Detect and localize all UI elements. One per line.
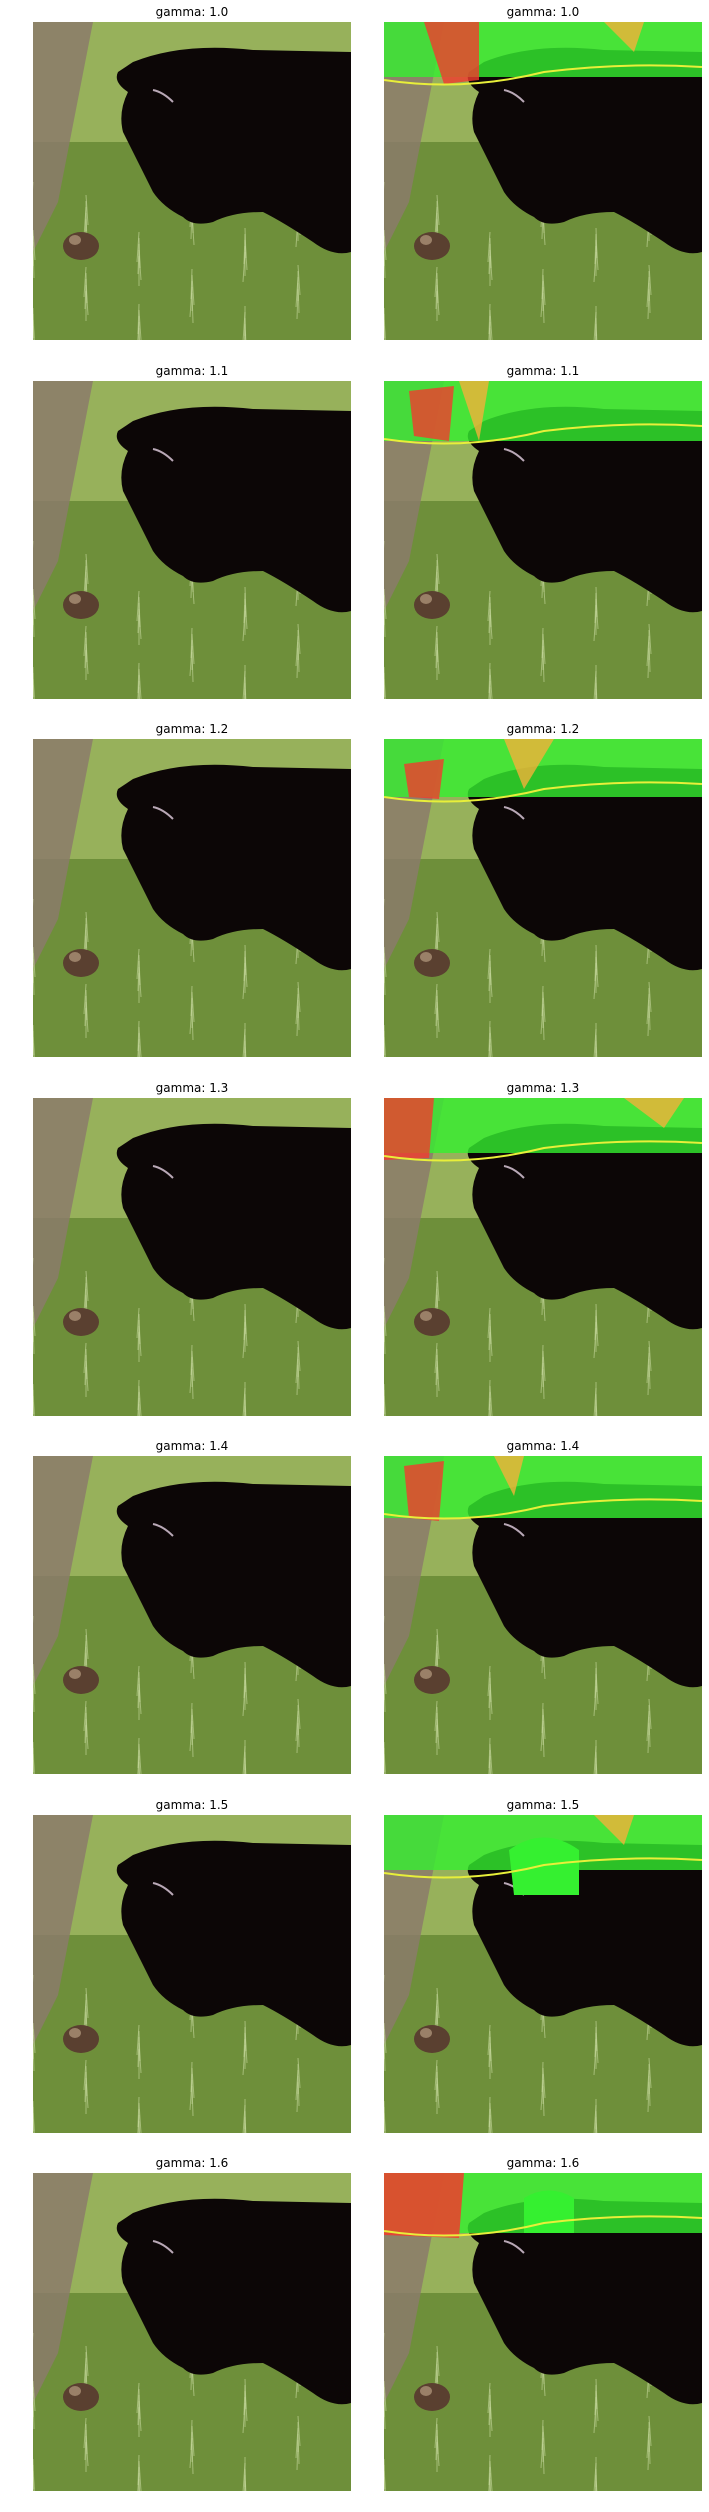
left-panel-title: gamma: 1.1 [155,364,229,378]
gamma-image-right-overlay [384,739,702,1057]
gamma-image-right-overlay [384,381,702,699]
gamma-image-right-overlay [384,22,702,340]
left-panel-title: gamma: 1.0 [155,5,229,19]
left-panel-title: gamma: 1.2 [155,722,229,736]
left-panel-title: gamma: 1.6 [155,2156,229,2170]
gamma-image-left [33,1456,351,1774]
right-panel-title: gamma: 1.1 [506,364,580,378]
gamma-image-left [33,739,351,1057]
gamma-image-left [33,22,351,340]
left-panel-title: gamma: 1.3 [155,1081,229,1095]
gamma-image-left [33,381,351,699]
gamma-image-left [33,2173,351,2491]
right-panel-title: gamma: 1.5 [506,1798,580,1812]
gamma-image-right-overlay [384,1456,702,1774]
gamma-image-right-overlay [384,1098,702,1416]
right-panel-title: gamma: 1.3 [506,1081,580,1095]
gamma-image-right-overlay [384,1815,702,2133]
right-panel-title: gamma: 1.0 [506,5,580,19]
right-panel-title: gamma: 1.2 [506,722,580,736]
left-panel-title: gamma: 1.5 [155,1798,229,1812]
right-panel-title: gamma: 1.6 [506,2156,580,2170]
gamma-image-left [33,1815,351,2133]
right-panel-title: gamma: 1.4 [506,1439,580,1453]
gamma-image-right-overlay [384,2173,702,2491]
left-panel-title: gamma: 1.4 [155,1439,229,1453]
gamma-image-left [33,1098,351,1416]
